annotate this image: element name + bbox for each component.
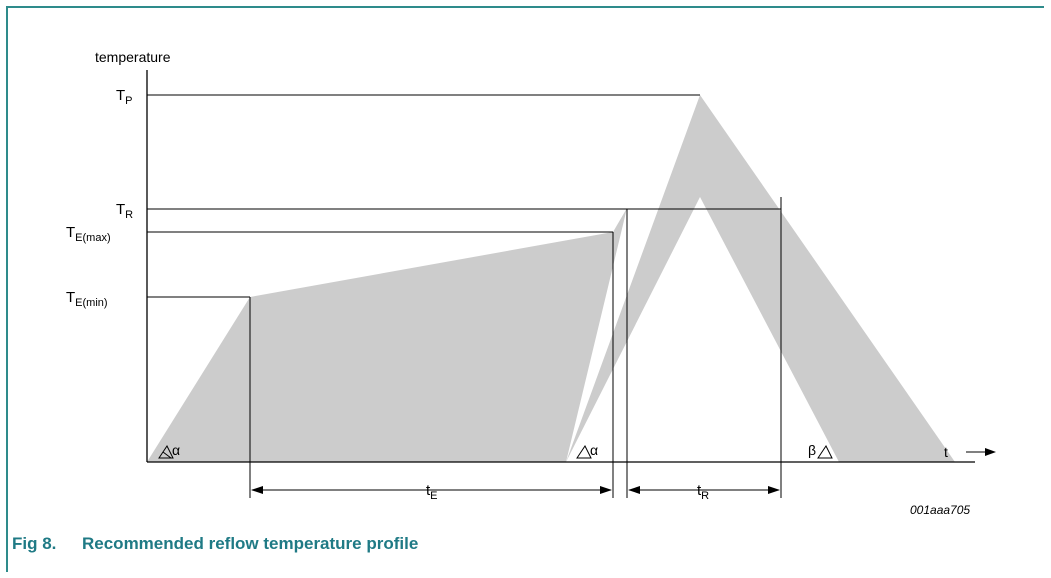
figure-code: 001aaa705: [910, 503, 970, 517]
alpha-label-1: α: [172, 442, 180, 458]
tp-label: TP: [116, 87, 133, 107]
figure-caption: Fig 8. Recommended reflow temperature pro…: [12, 534, 418, 554]
tr-interval-label: tR: [697, 482, 709, 502]
peak-reflow-band: [566, 95, 955, 462]
alpha-label-2: α: [590, 442, 598, 458]
slope-angle-icon-1: [158, 445, 174, 459]
temin-label: TE(min): [66, 289, 108, 309]
slope-angle-icon-3: [817, 445, 833, 459]
slope-angle-icon-2: [576, 445, 592, 459]
tr-arrow-left: [628, 486, 640, 494]
te-interval-label: tE: [426, 482, 438, 502]
beta-label: β: [808, 442, 816, 458]
te-arrow-right: [600, 486, 612, 494]
figure-title: Recommended reflow temperature profile: [82, 534, 419, 553]
tr-arrow-right: [768, 486, 780, 494]
x-axis-label: t: [944, 444, 948, 460]
temax-label: TE(max): [66, 224, 111, 244]
te-arrow-left: [251, 486, 263, 494]
ramp-soak-band: [147, 208, 627, 462]
figure-frame: [6, 6, 1044, 572]
time-arrow-head: [985, 448, 996, 456]
figure-number: Fig 8.: [12, 534, 57, 553]
y-axis-label: temperature: [95, 49, 171, 65]
tr-label: TR: [116, 201, 133, 221]
